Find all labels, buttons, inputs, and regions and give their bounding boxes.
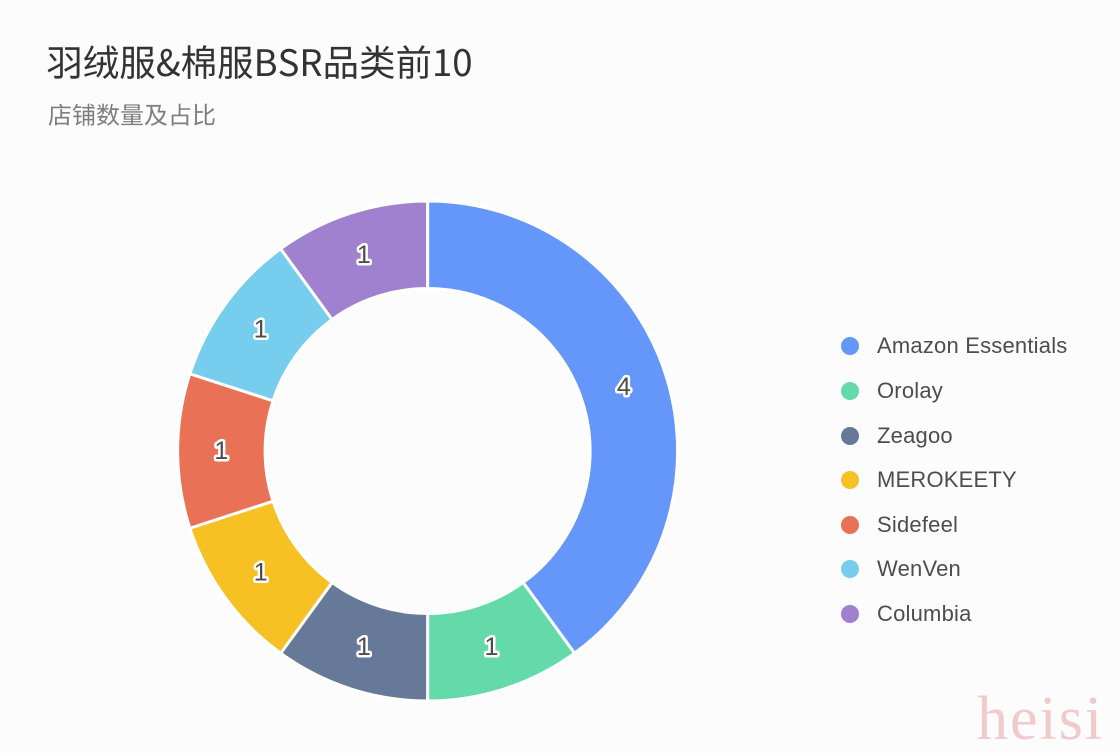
svg-text:1: 1 (254, 316, 268, 344)
svg-text:4: 4 (617, 373, 631, 401)
svg-text:1: 1 (254, 558, 268, 586)
svg-text:1: 1 (214, 437, 228, 465)
svg-text:1: 1 (357, 633, 371, 661)
svg-text:1: 1 (357, 241, 371, 269)
svg-text:1: 1 (484, 633, 498, 661)
